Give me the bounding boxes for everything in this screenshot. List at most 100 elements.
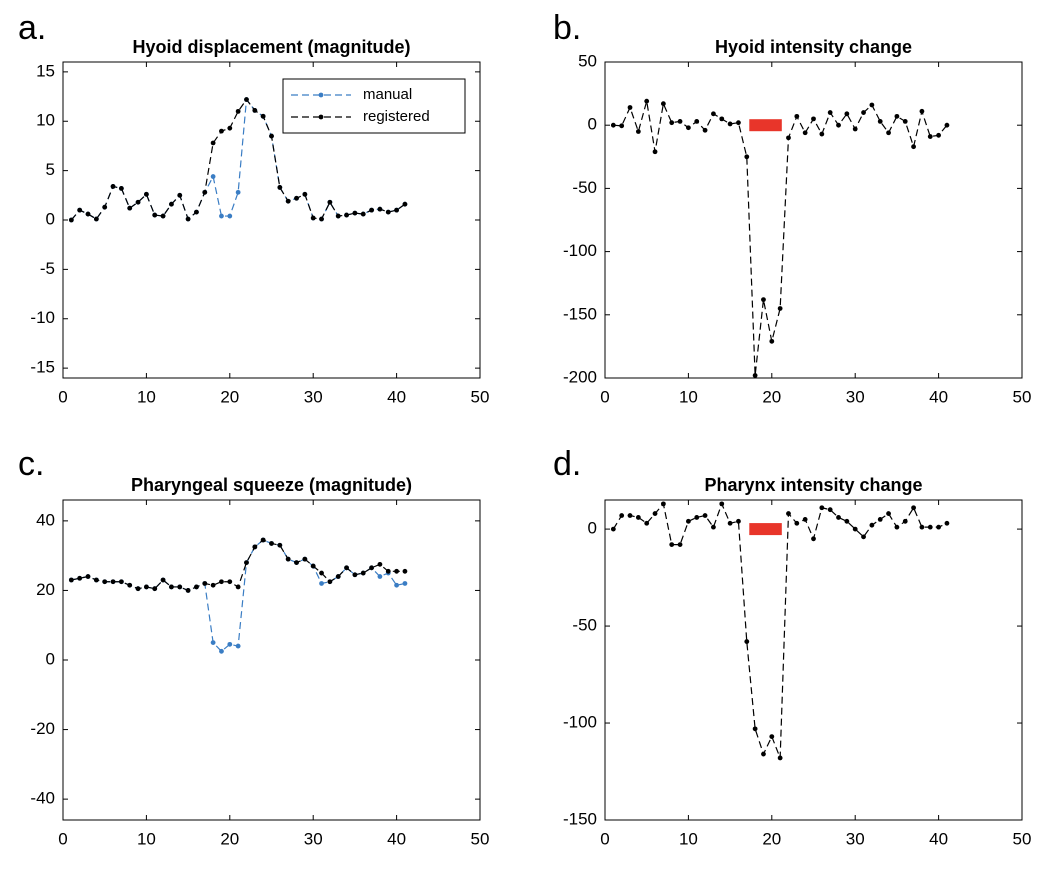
data-point (811, 116, 816, 122)
data-point (736, 120, 741, 126)
plot-area (604, 61, 1023, 379)
data-point (385, 568, 391, 574)
data-point (944, 520, 950, 526)
panel-label: d. (553, 445, 581, 483)
highlight-bar (749, 119, 782, 132)
data-point (869, 522, 875, 528)
data-point (677, 542, 683, 548)
legend-label: registered (363, 108, 430, 125)
data-point (394, 568, 399, 574)
data-point (127, 205, 133, 211)
data-point (669, 542, 675, 548)
data-point (919, 108, 925, 114)
panel-label: b. (553, 9, 581, 47)
data-point (869, 102, 875, 108)
data-point (627, 513, 633, 518)
chart-title: Hyoid intensity change (715, 37, 912, 57)
data-point (185, 216, 191, 222)
x-tick-label: 0 (600, 829, 609, 848)
data-point (227, 213, 233, 219)
data-point (610, 122, 616, 128)
data-point (944, 122, 950, 128)
panel-label: a. (18, 9, 46, 47)
data-point (194, 584, 199, 590)
data-point (210, 582, 216, 588)
data-point (635, 129, 641, 134)
x-tick-label: 40 (929, 829, 948, 848)
data-point (85, 574, 91, 579)
data-point (369, 207, 374, 213)
data-point (127, 582, 133, 588)
data-point (936, 524, 941, 530)
data-point (861, 110, 866, 115)
data-point (727, 121, 733, 127)
data-point (811, 536, 816, 542)
x-tick-label: 20 (762, 829, 781, 848)
data-point (927, 524, 933, 530)
series-line (70, 98, 406, 221)
x-tick-label: 50 (1013, 829, 1032, 848)
data-point (260, 537, 266, 543)
data-point (177, 192, 183, 198)
data-point (210, 140, 216, 146)
x-tick-label: 30 (304, 829, 323, 848)
data-point (352, 572, 358, 578)
data-point (77, 207, 83, 213)
data-point (244, 560, 249, 566)
data-point (619, 123, 625, 129)
data-point (152, 212, 158, 218)
panel: c. Pharyngeal squeeze (magnitude) 0 10 20 30 4… (18, 445, 489, 849)
data-point (285, 556, 291, 562)
data-point (319, 570, 324, 576)
data-point (894, 113, 900, 119)
data-point (836, 515, 841, 520)
data-point (194, 209, 199, 215)
data-point (652, 149, 658, 155)
y-tick-label: 50 (578, 51, 597, 70)
data-point (227, 641, 233, 647)
data-point (335, 574, 341, 579)
data-point (135, 199, 141, 205)
data-point (294, 195, 299, 201)
data-point (93, 216, 99, 222)
data-point (377, 561, 383, 567)
data-point (219, 128, 224, 134)
data-point (644, 98, 650, 104)
panel: d. Pharynx intensity change 0 10 20 30 40 50 -15… (553, 445, 1031, 849)
data-point (644, 520, 650, 526)
data-point (919, 524, 925, 530)
y-tick-label: 20 (36, 580, 55, 599)
x-tick-label: 10 (679, 387, 698, 406)
data-point (144, 584, 149, 590)
y-tick-label: 40 (36, 510, 55, 529)
data-point (769, 734, 775, 740)
data-point (669, 120, 675, 126)
y-tick-label: 15 (36, 61, 55, 80)
data-point (302, 556, 308, 562)
data-point (377, 574, 383, 579)
data-point (93, 577, 99, 583)
data-point (135, 586, 141, 592)
data-point (836, 122, 841, 128)
x-tick-label: 40 (929, 387, 948, 406)
data-point (269, 541, 274, 546)
data-point (694, 515, 700, 520)
data-point (686, 125, 691, 131)
y-tick-label: -200 (563, 367, 597, 386)
data-point (235, 643, 241, 649)
data-point (319, 216, 324, 222)
x-tick-label: 20 (220, 387, 239, 406)
data-point (252, 544, 258, 550)
data-point (802, 516, 808, 522)
series-line (613, 101, 948, 376)
data-point (235, 108, 241, 114)
y-tick-label: -15 (30, 358, 55, 377)
data-point (686, 518, 691, 524)
data-point (144, 191, 149, 197)
data-point (660, 101, 666, 107)
y-tick-label: -150 (563, 809, 597, 828)
chart-title: Hyoid displacement (magnitude) (132, 37, 410, 57)
x-tick-label: 10 (137, 829, 156, 848)
data-point (219, 648, 224, 654)
data-point (702, 127, 708, 133)
